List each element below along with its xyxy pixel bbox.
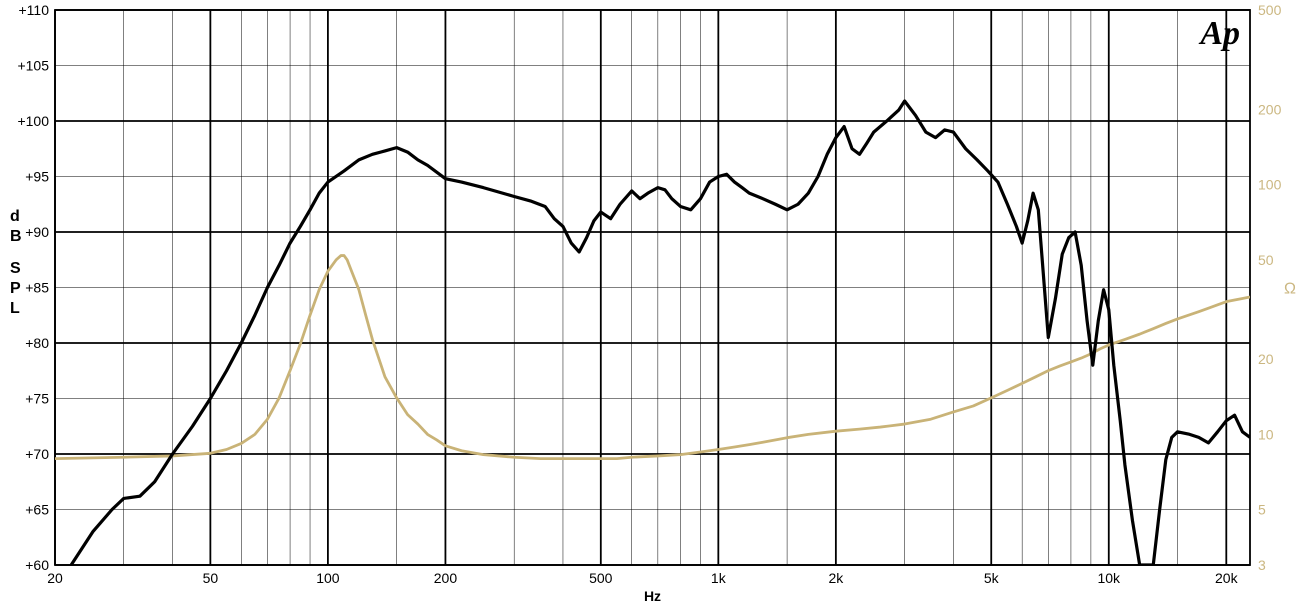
y-left-axis-label: L [10,300,20,317]
y-left-tick-label: +105 [17,58,49,74]
frequency-response-chart: 20 50 100 200 500 1k 2k 5k 10k 20k Hz +60 +65 +70 +75 +… [0,0,1302,605]
y-right-axis-label: Ω [1284,281,1296,298]
y-right-tick-label: 5 [1258,502,1266,518]
y-left-tick-label: +80 [25,335,49,351]
ap-logo: Ap [1198,15,1240,52]
y-right-tick-label: 500 [1258,2,1282,18]
x-tick-label: 10k [1097,570,1121,586]
x-tick-label: 200 [434,570,458,586]
x-tick-label: 20k [1215,570,1239,586]
x-tick-label: 500 [589,570,613,586]
y-left-tick-label: +65 [25,502,49,518]
y-right-tick-label: 50 [1258,252,1274,268]
y-left-axis-label: S [10,260,21,277]
y-right-tick-label: 3 [1258,557,1266,573]
y-left-tick-label: +110 [19,2,50,18]
y-left-axis-label: P [10,280,21,297]
y-left-tick-label: +90 [25,224,49,240]
x-tick-label: 20 [47,570,63,586]
x-tick-label: 50 [203,570,219,586]
y-right-tick-label: 200 [1258,101,1282,117]
x-tick-label: 2k [828,570,844,586]
y-right-tick-label: 20 [1258,351,1274,367]
y-left-tick-label: +75 [25,391,49,407]
y-left-axis-label: B [10,228,22,245]
chart-svg: 20 50 100 200 500 1k 2k 5k 10k 20k Hz +60 +65 +70 +75 +… [0,0,1302,605]
y-left-tick-label: +95 [25,169,49,185]
y-right-tick-label: 10 [1258,426,1274,442]
x-axis-label: Hz [644,588,661,604]
y-left-tick-label: +60 [25,557,49,573]
y-right-tick-label: 100 [1258,177,1282,193]
x-tick-label: 1k [711,570,727,586]
x-tick-label: 5k [984,570,1000,586]
y-left-tick-label: +100 [17,113,49,129]
x-tick-label: 100 [316,570,340,586]
y-left-tick-label: +70 [25,446,49,462]
y-left-axis-label: d [10,208,20,225]
y-left-tick-label: +85 [25,280,49,296]
